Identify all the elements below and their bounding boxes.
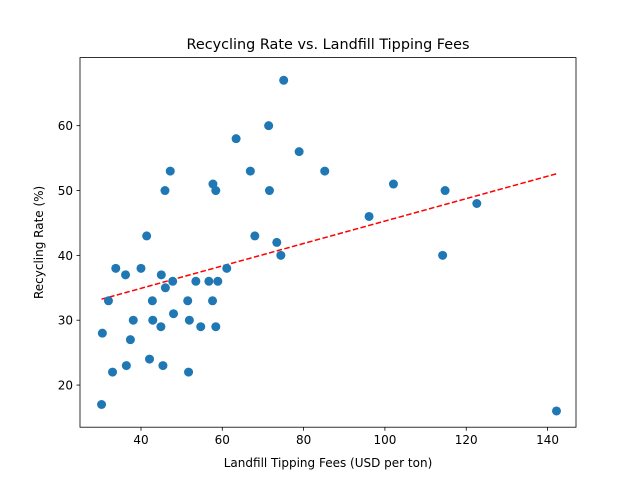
- x-tick-label: 140: [536, 433, 559, 447]
- data-point: [250, 231, 260, 241]
- x-tick-label: 80: [296, 433, 311, 447]
- data-point: [208, 296, 218, 306]
- data-point: [121, 361, 131, 371]
- points-layer: [97, 75, 561, 416]
- data-point: [165, 166, 175, 176]
- x-tick-label: 100: [373, 433, 396, 447]
- data-point: [211, 186, 221, 196]
- data-point: [264, 121, 274, 131]
- data-point: [142, 231, 152, 241]
- data-point: [108, 367, 118, 377]
- x-tick-label: 60: [215, 433, 230, 447]
- data-point: [160, 283, 170, 293]
- data-point: [168, 276, 178, 286]
- data-point: [160, 186, 170, 196]
- data-point: [213, 276, 223, 286]
- data-point: [388, 179, 398, 189]
- data-point: [191, 276, 201, 286]
- data-point: [440, 186, 450, 196]
- data-point: [156, 322, 166, 332]
- data-point: [294, 147, 304, 157]
- data-point: [156, 270, 166, 280]
- data-point: [272, 237, 282, 247]
- chart-title: Recycling Rate vs. Landfill Tipping Fees: [187, 37, 470, 53]
- y-axis-ticks: 20 30 40 50 60: [58, 119, 80, 393]
- data-point: [222, 263, 232, 273]
- data-point: [184, 315, 194, 325]
- data-point: [148, 315, 158, 325]
- x-tick-label: 40: [133, 433, 148, 447]
- data-point: [264, 186, 274, 196]
- y-tick-label: 40: [58, 249, 73, 263]
- data-point: [279, 75, 289, 85]
- data-point: [136, 263, 146, 273]
- data-point: [231, 134, 241, 144]
- data-point: [364, 211, 374, 221]
- data-point: [183, 296, 193, 306]
- data-point: [145, 354, 155, 364]
- data-point: [211, 322, 221, 332]
- data-point: [245, 166, 255, 176]
- x-axis-ticks: 40 60 80 100 120 140: [133, 427, 559, 447]
- data-point: [196, 322, 206, 332]
- data-point: [438, 250, 448, 260]
- data-point: [472, 198, 482, 208]
- plot-area: [79, 57, 577, 428]
- data-point: [97, 328, 107, 338]
- x-tick-label: 120: [455, 433, 478, 447]
- data-point: [158, 361, 168, 371]
- y-tick-label: 30: [58, 314, 73, 328]
- data-point: [111, 263, 121, 273]
- y-axis-label: Recycling Rate (%): [32, 186, 46, 299]
- data-point: [103, 296, 113, 306]
- data-point: [169, 309, 179, 319]
- data-point: [276, 250, 286, 260]
- y-tick-label: 50: [58, 184, 73, 198]
- data-point: [128, 315, 138, 325]
- data-point: [184, 367, 194, 377]
- data-point: [204, 276, 214, 286]
- data-point: [147, 296, 157, 306]
- axes-frame: [79, 57, 577, 428]
- data-point: [320, 166, 330, 176]
- x-axis-label: Landfill Tipping Fees (USD per ton): [224, 456, 433, 470]
- data-point: [97, 400, 107, 410]
- y-tick-label: 20: [58, 379, 73, 393]
- data-point: [551, 406, 561, 416]
- data-point: [125, 335, 135, 345]
- y-tick-label: 60: [58, 119, 73, 133]
- data-point: [121, 270, 131, 280]
